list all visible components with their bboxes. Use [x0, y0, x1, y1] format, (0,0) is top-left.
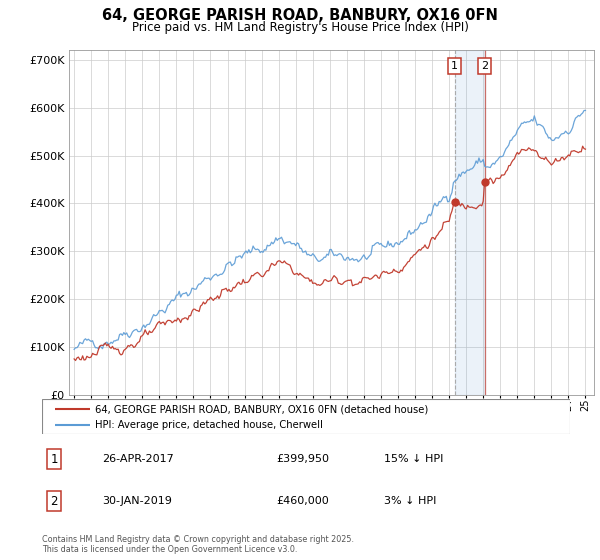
- Text: 30-JAN-2019: 30-JAN-2019: [102, 496, 172, 506]
- Text: HPI: Average price, detached house, Cherwell: HPI: Average price, detached house, Cher…: [95, 420, 323, 430]
- Text: 15% ↓ HPI: 15% ↓ HPI: [384, 454, 443, 464]
- Text: 1: 1: [451, 61, 458, 71]
- Text: 1: 1: [50, 452, 58, 466]
- Text: 3% ↓ HPI: 3% ↓ HPI: [384, 496, 436, 506]
- Text: 2: 2: [50, 494, 58, 508]
- Text: Contains HM Land Registry data © Crown copyright and database right 2025.
This d: Contains HM Land Registry data © Crown c…: [42, 535, 354, 554]
- Text: £460,000: £460,000: [276, 496, 329, 506]
- Text: £399,950: £399,950: [276, 454, 329, 464]
- Text: Price paid vs. HM Land Registry's House Price Index (HPI): Price paid vs. HM Land Registry's House …: [131, 21, 469, 34]
- Bar: [455, 50, 485, 395]
- Text: 2: 2: [481, 61, 488, 71]
- Text: 64, GEORGE PARISH ROAD, BANBURY, OX16 0FN: 64, GEORGE PARISH ROAD, BANBURY, OX16 0F…: [102, 8, 498, 24]
- Text: 26-APR-2017: 26-APR-2017: [102, 454, 174, 464]
- FancyBboxPatch shape: [42, 399, 570, 434]
- Text: 64, GEORGE PARISH ROAD, BANBURY, OX16 0FN (detached house): 64, GEORGE PARISH ROAD, BANBURY, OX16 0F…: [95, 404, 428, 414]
